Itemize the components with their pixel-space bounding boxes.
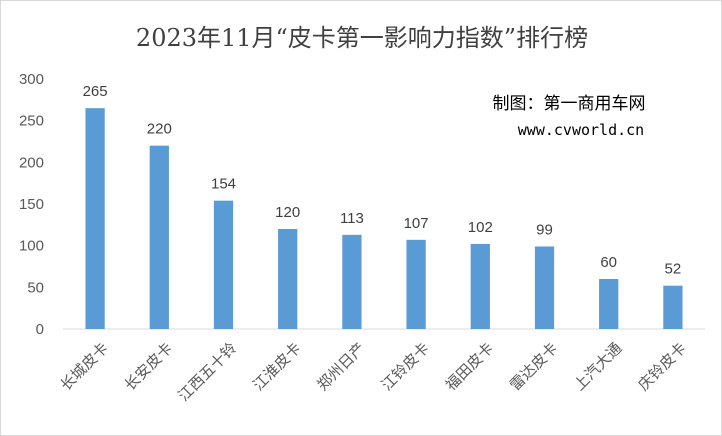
bars: [85, 108, 683, 330]
bar: [278, 229, 298, 329]
bar: [406, 239, 426, 329]
bar-value-label: 60: [600, 254, 617, 271]
y-tick-label: 0: [36, 321, 44, 338]
category-label: 福田皮卡: [442, 339, 497, 394]
category-label: 长安皮卡: [121, 339, 176, 394]
data-labels: 265 220 154 120 113 107 102 99 60 52: [83, 83, 682, 278]
y-tick-label: 50: [27, 279, 44, 296]
bar-value-label: 154: [211, 176, 236, 193]
bar: [342, 234, 362, 329]
bar-value-label: 102: [468, 219, 493, 236]
bar: [599, 279, 619, 329]
y-tick-label: 250: [19, 113, 44, 130]
bar: [85, 108, 105, 330]
bar: [213, 200, 234, 329]
category-label: 长城皮卡: [57, 339, 112, 394]
bar-value-label: 113: [340, 210, 364, 227]
url-annotation: www.cvworld.cn: [518, 121, 644, 139]
bar-value-label: 220: [147, 121, 172, 138]
category-label: 庆铃皮卡: [634, 339, 689, 394]
y-tick-label: 300: [19, 71, 44, 88]
y-tick-label: 100: [19, 238, 44, 255]
category-label: 雷达皮卡: [506, 339, 561, 394]
bar-value-label: 120: [275, 204, 300, 221]
category-label: 江铃皮卡: [378, 339, 433, 394]
category-label: 上汽大通: [570, 339, 625, 394]
y-tick-label: 200: [19, 154, 44, 171]
y-axis-ticks: 0 50 100 150 200 250 300: [19, 71, 44, 338]
bar-value-label: 99: [536, 222, 553, 239]
credit-annotation: 制图：第一商用车网: [493, 94, 646, 114]
y-tick-label: 150: [19, 196, 44, 213]
bar-value-label: 265: [83, 83, 108, 100]
bar-value-label: 52: [665, 261, 682, 278]
category-label: 郑州日产: [313, 339, 368, 394]
bar: [149, 145, 169, 329]
category-label: 江西五十铃: [174, 339, 240, 405]
bar-value-label: 107: [404, 215, 429, 232]
bar: [663, 285, 683, 329]
bar: [470, 244, 490, 329]
category-label: 江淮皮卡: [249, 339, 304, 394]
bar: [534, 246, 555, 329]
chart-title: 2023年11月“皮卡第一影响力指数”排行榜: [136, 24, 588, 52]
